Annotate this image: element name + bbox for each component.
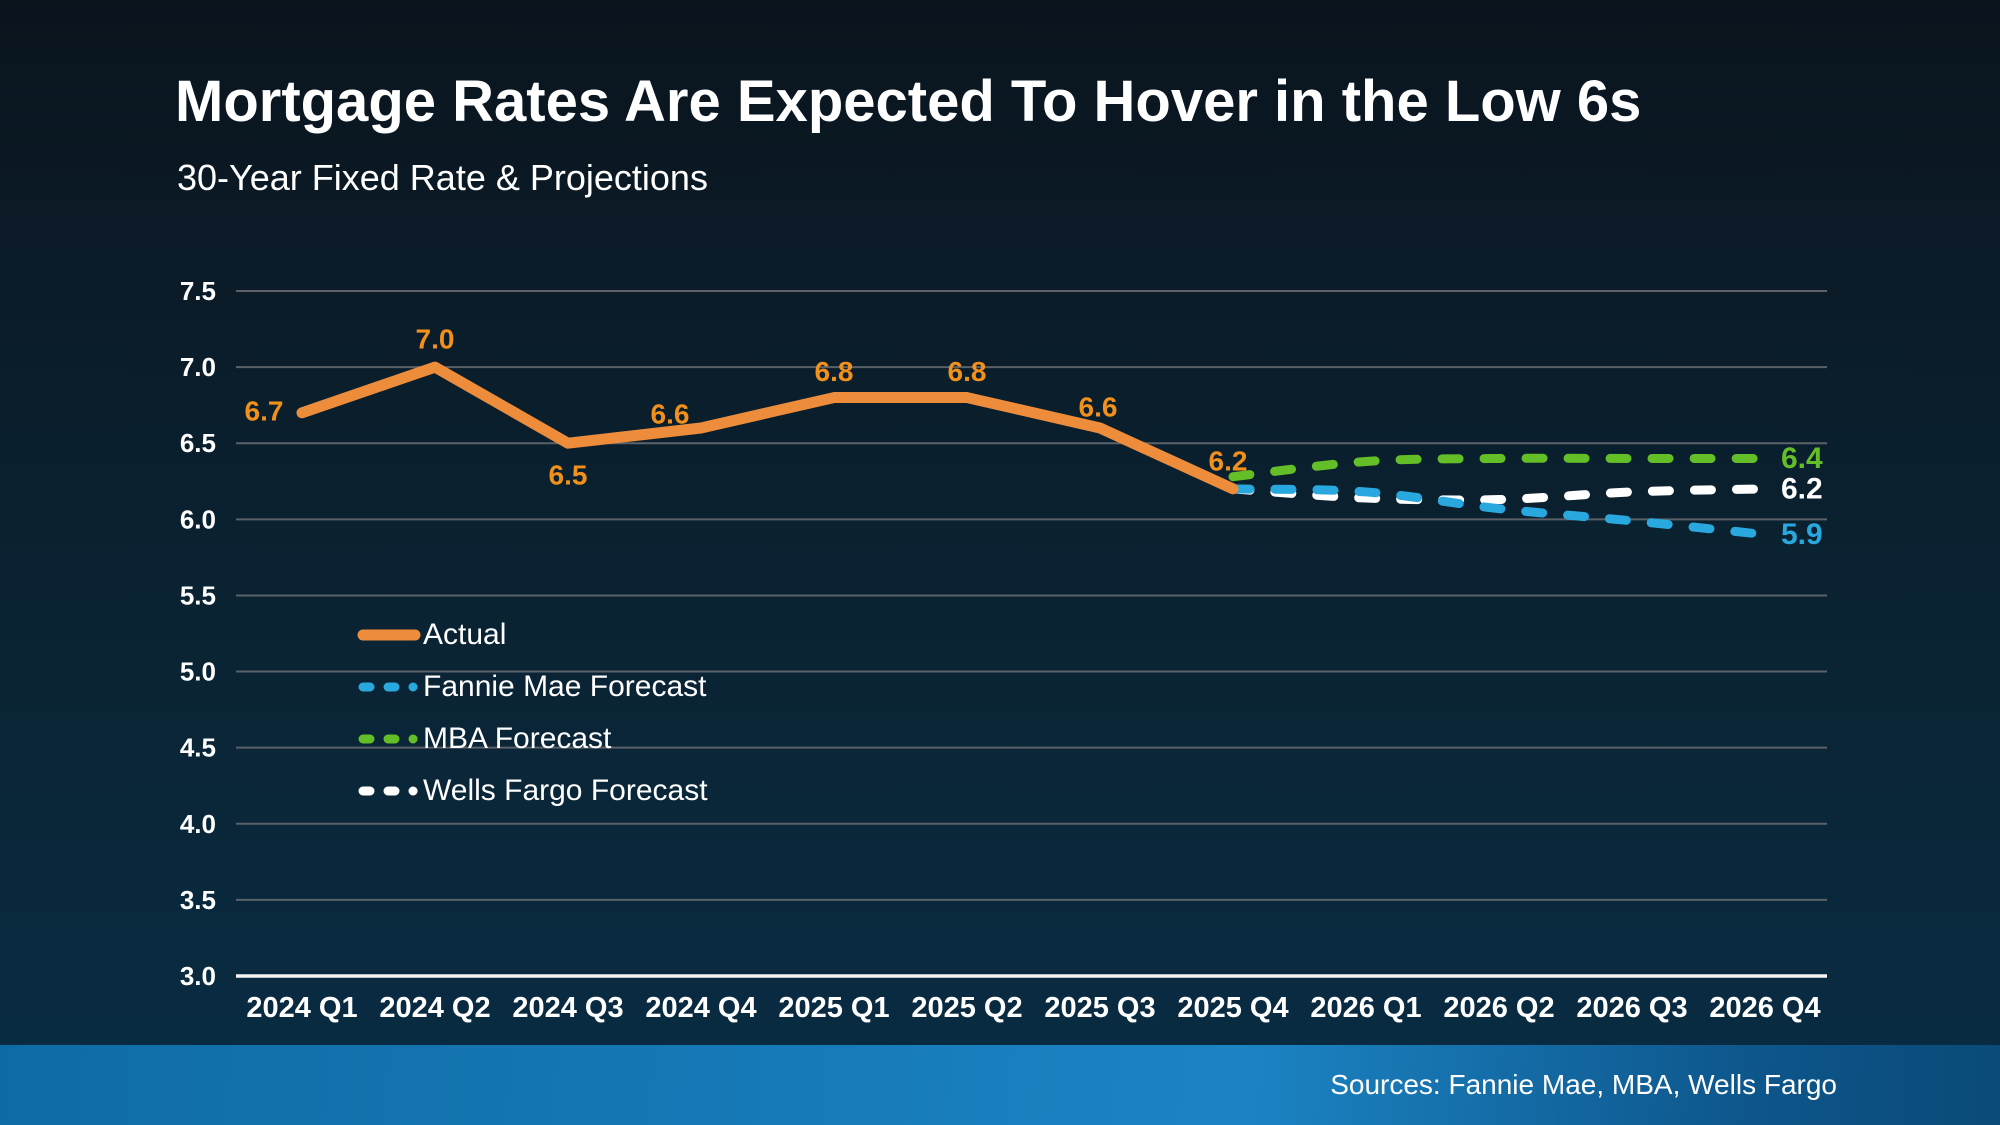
- page-title: Mortgage Rates Are Expected To Hover in …: [175, 69, 1642, 134]
- series-end-label-wells-fargo-forecast: 6.2: [1781, 472, 1823, 505]
- series-end-label-mba-forecast: 6.4: [1781, 442, 1823, 475]
- x-tick-label: 2026 Q4: [1709, 992, 1820, 1024]
- point-label: 6.8: [815, 356, 854, 387]
- footer-bar: Sources: Fannie Mae, MBA, Wells Fargo: [0, 1045, 2000, 1125]
- y-tick-label: 7.0: [180, 352, 216, 382]
- legend-label-mba: MBA Forecast: [423, 722, 612, 755]
- y-tick-label: 6.0: [180, 504, 216, 534]
- x-tick-label: 2024 Q3: [512, 992, 623, 1024]
- series-line-actual: [296, 361, 1239, 495]
- x-tick-label: 2024 Q4: [645, 992, 756, 1024]
- y-tick-label: 4.0: [180, 809, 216, 839]
- legend-label-wells-fargo: Wells Fargo Forecast: [423, 774, 708, 807]
- legend-label-fannie-mae: Fannie Mae Forecast: [423, 670, 707, 703]
- page-subtitle: 30-Year Fixed Rate & Projections: [177, 157, 708, 198]
- x-tick-label: 2025 Q3: [1044, 992, 1155, 1024]
- legend-item-fannie-mae: Fannie Mae Forecast: [357, 661, 708, 713]
- series-line-mba-forecast: [1228, 453, 1770, 482]
- fannie-mae-dashed-swatch-icon: [358, 682, 421, 692]
- point-label: 6.5: [549, 460, 588, 491]
- y-tick-label: 4.5: [180, 733, 216, 763]
- y-tick-label: 6.5: [180, 428, 216, 458]
- point-label: 6.6: [651, 399, 690, 430]
- mba-dashed-swatch-icon: [358, 734, 421, 744]
- source-note: Sources: Fannie Mae, MBA, Wells Fargo: [1330, 1069, 1837, 1100]
- series-line-fannie-mae-forecast: [1228, 484, 1770, 540]
- x-tick-label: 2025 Q4: [1177, 992, 1288, 1024]
- y-tick-label: 7.5: [180, 276, 216, 306]
- x-tick-label: 2026 Q3: [1576, 992, 1687, 1024]
- point-label: 6.7: [245, 395, 284, 426]
- y-tick-label: 5.0: [180, 657, 216, 687]
- series-line-wells-fargo-forecast: [1228, 484, 1770, 505]
- x-tick-label: 2024 Q1: [246, 992, 357, 1024]
- x-tick-label: 2024 Q2: [379, 992, 490, 1024]
- x-tick-label: 2026 Q1: [1310, 992, 1421, 1024]
- point-label: 6.8: [948, 356, 987, 387]
- point-label: 6.6: [1079, 392, 1118, 423]
- point-label: 6.2: [1209, 445, 1248, 476]
- series-end-label-fannie-mae-forecast: 5.9: [1781, 518, 1823, 551]
- legend-item-actual: Actual: [357, 609, 708, 661]
- legend-label-actual: Actual: [423, 618, 507, 651]
- x-tick-label: 2026 Q2: [1443, 992, 1554, 1024]
- y-tick-label: 3.0: [180, 961, 216, 991]
- chart-legend: Actual Fannie Mae Forecast MBA Forecast …: [357, 609, 708, 817]
- x-tick-label: 2025 Q2: [911, 992, 1022, 1024]
- y-tick-label: 5.5: [180, 580, 216, 610]
- legend-item-mba: MBA Forecast: [357, 713, 708, 765]
- actual-line-swatch-icon: [357, 629, 421, 641]
- x-tick-label: 2025 Q1: [778, 992, 889, 1024]
- legend-item-wells-fargo: Wells Fargo Forecast: [357, 765, 708, 817]
- y-tick-label: 3.5: [180, 885, 216, 915]
- wells-fargo-dashed-swatch-icon: [358, 786, 421, 796]
- point-label: 7.0: [416, 324, 455, 355]
